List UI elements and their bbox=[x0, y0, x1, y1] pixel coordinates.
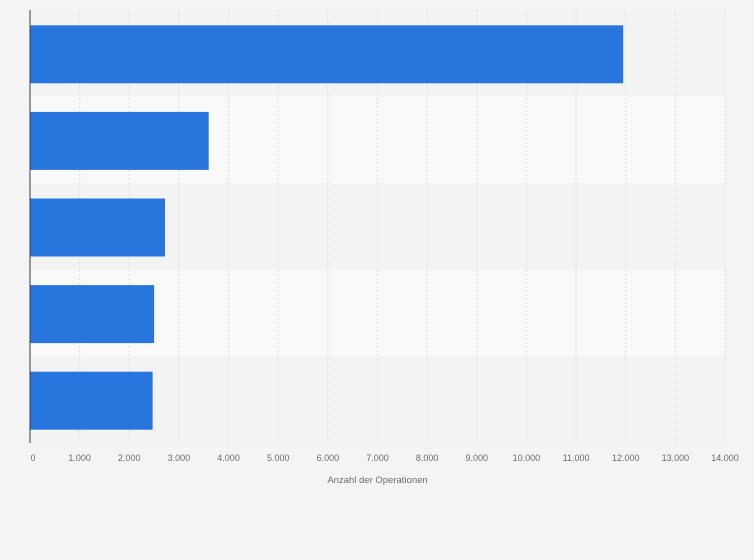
x-tick-label: 0 bbox=[30, 453, 35, 463]
x-tick-label: 4.000 bbox=[217, 453, 240, 463]
x-tick-label: 7.000 bbox=[366, 453, 389, 463]
x-tick-labels: 0 1.000 2.000 3.000 4.000 5.000 6.000 7.000 8.00… bbox=[30, 453, 738, 463]
bar bbox=[30, 25, 624, 84]
x-axis-title: Anzahl der Operationen bbox=[327, 475, 427, 486]
x-tick-label: 14.000 bbox=[711, 453, 739, 463]
x-tick-label: 2.000 bbox=[118, 453, 141, 463]
x-tick-label: 12.000 bbox=[612, 453, 640, 463]
bar bbox=[30, 285, 155, 344]
bar bbox=[30, 111, 209, 170]
x-tick-label: 1.000 bbox=[68, 453, 91, 463]
x-tick-label: 3.000 bbox=[168, 453, 191, 463]
x-tick-label: 13.000 bbox=[662, 453, 690, 463]
x-tick-label: 11.000 bbox=[563, 453, 590, 463]
x-tick-label: 8.000 bbox=[416, 453, 439, 463]
bars bbox=[30, 25, 624, 430]
x-tick-label: 6.000 bbox=[317, 453, 340, 463]
bar bbox=[30, 198, 166, 257]
x-tick-label: 5.000 bbox=[267, 453, 290, 463]
x-tick-label: 9.000 bbox=[466, 453, 489, 463]
x-tick-label: 10.000 bbox=[513, 453, 541, 463]
bar bbox=[30, 371, 153, 430]
